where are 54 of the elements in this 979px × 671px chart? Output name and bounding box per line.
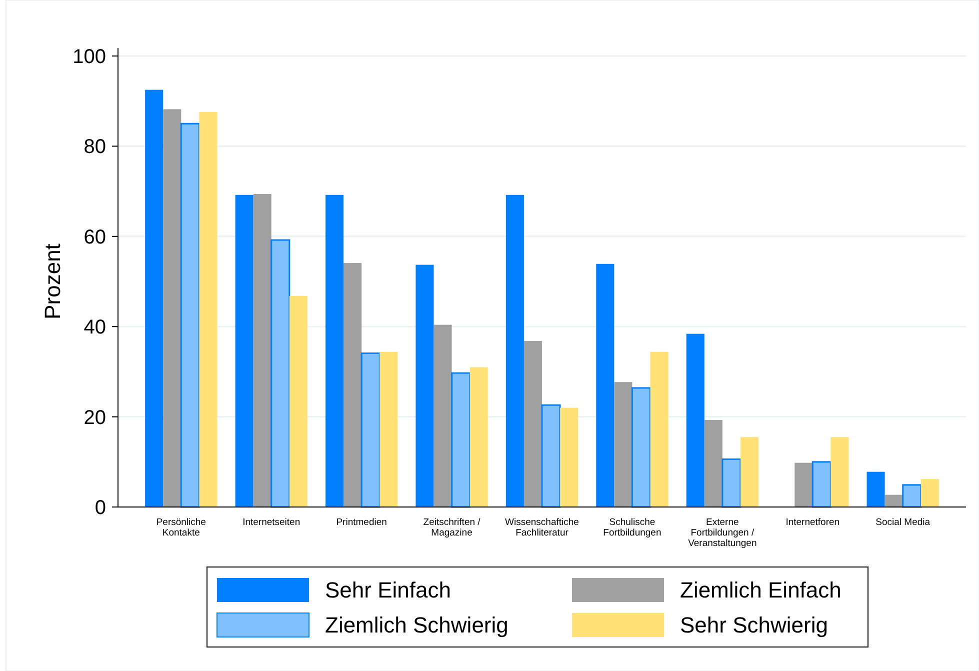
bar (380, 352, 398, 507)
bar (830, 437, 849, 507)
bar (360, 352, 380, 508)
bar (794, 462, 813, 507)
bar (289, 296, 308, 507)
y-tick-label: 0 (94, 497, 106, 519)
x-tick-label: Internetforen (786, 517, 840, 528)
bar (270, 239, 290, 508)
bar (180, 122, 200, 508)
bar (631, 387, 652, 508)
bar (470, 367, 488, 507)
bar (704, 420, 722, 507)
x-tick-label: Printmedien (336, 517, 387, 528)
x-tick-label: Schulische Fortbildungen (603, 517, 662, 538)
x-tick-label: Externe Fortbildungen / Veranstaltungen (688, 517, 757, 549)
y-tick-label: 20 (84, 406, 106, 429)
bar (434, 324, 452, 507)
legend-label: Sehr Einfach (325, 578, 451, 603)
bar (596, 264, 614, 507)
bar (451, 372, 471, 508)
bar (524, 341, 542, 507)
y-tick-label: 40 (84, 316, 106, 339)
y-axis-title: Prozent (40, 244, 65, 320)
bar (560, 408, 578, 507)
bar (235, 194, 254, 507)
bar (416, 264, 434, 507)
bar (866, 472, 885, 507)
y-tick-label: 60 (84, 226, 106, 248)
bar (145, 90, 164, 507)
bar (506, 194, 524, 507)
bar (614, 382, 632, 507)
y-tick-label: 80 (84, 136, 106, 158)
x-tick-label: Internetseiten (242, 517, 300, 528)
bar (199, 112, 218, 507)
bar (920, 479, 939, 507)
bar (686, 334, 704, 507)
x-tick-label: Wissenschaftiche Fachliteratur (505, 517, 579, 538)
bar (253, 194, 272, 507)
bar (163, 109, 182, 507)
x-tick-label: Zeitschriften / Magazine (423, 517, 481, 538)
legend-label: Sehr Schwierig (680, 612, 828, 638)
bar (812, 461, 832, 508)
y-tick-label: 100 (72, 46, 106, 68)
bar (650, 352, 668, 507)
bar (541, 404, 561, 508)
bar (344, 263, 362, 507)
bar (902, 484, 922, 508)
x-tick-label: Social Media (876, 517, 931, 528)
legend-label: Ziemlich Einfach (680, 578, 842, 603)
legend-label: Ziemlich Schwierig (325, 612, 508, 638)
bar (325, 194, 344, 507)
bar (722, 458, 742, 508)
bar (740, 437, 759, 507)
x-tick-label: Persönliche Kontakte (156, 517, 206, 538)
